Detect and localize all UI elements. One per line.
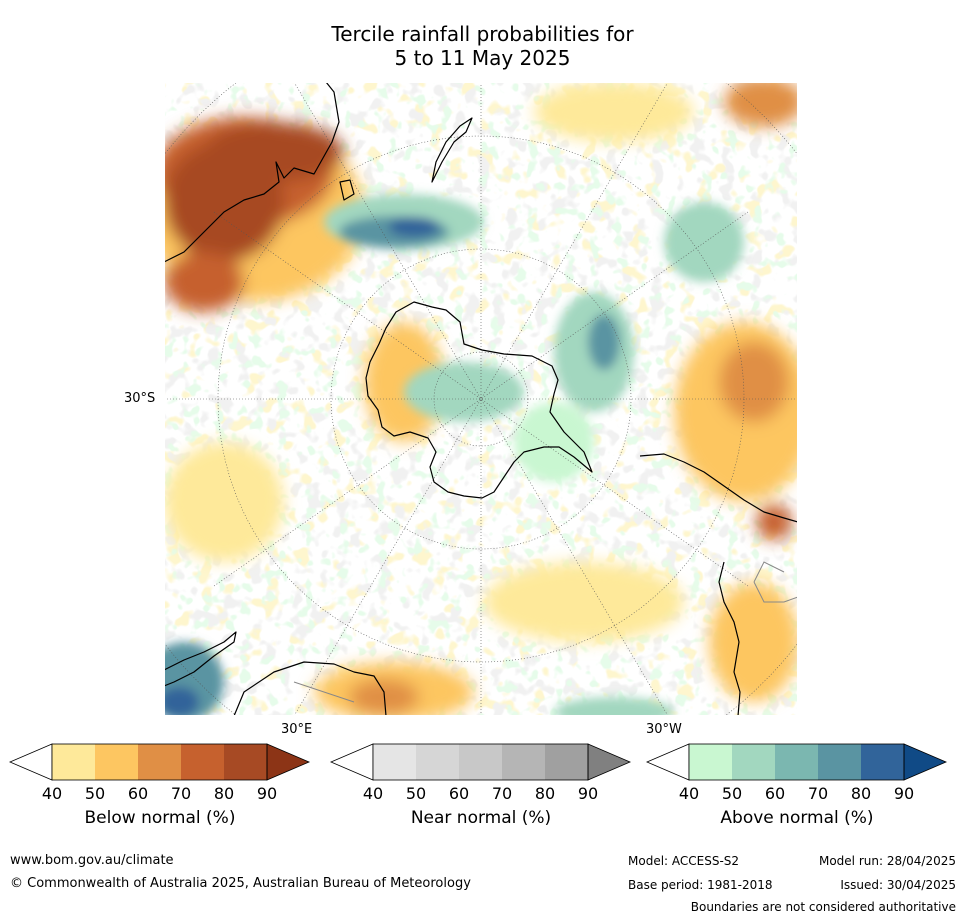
colorbar-segment bbox=[545, 744, 588, 780]
lat-label-30s: 30°S bbox=[124, 391, 156, 406]
africa-tip-outline bbox=[164, 631, 237, 687]
colorbar-segment bbox=[95, 744, 138, 780]
rainfall-probability-map bbox=[164, 82, 798, 716]
colorbar-min-extend bbox=[8, 743, 53, 781]
colorbar-segment bbox=[224, 744, 267, 780]
country-borders bbox=[293, 561, 798, 703]
lon-label-30w: 30°W bbox=[646, 722, 682, 737]
model-run-text: Model run: 28/04/2025 bbox=[818, 854, 956, 868]
africa-outline bbox=[233, 661, 387, 716]
tasmania-outline bbox=[339, 179, 355, 201]
graticule bbox=[164, 82, 798, 716]
colorbar-segment bbox=[818, 744, 861, 780]
colorbar-tick-label: 70 bbox=[492, 784, 512, 803]
colorbar-tick-label: 40 bbox=[363, 784, 383, 803]
colorbar-tick-label: 90 bbox=[257, 784, 277, 803]
colorbar-segment bbox=[181, 744, 224, 780]
colorbar-max-extend bbox=[587, 743, 632, 781]
below-normal-colorbar: 40 50 60 70 80 90 bbox=[8, 743, 311, 803]
colorbar-tick-label: 60 bbox=[128, 784, 148, 803]
colorbar-segment bbox=[502, 744, 545, 780]
colorbar-tick-label: 50 bbox=[406, 784, 426, 803]
colorbar-tick-label: 80 bbox=[214, 784, 234, 803]
issued-text: Issued: 30/04/2025 bbox=[840, 878, 956, 892]
below-normal-title: Below normal (%) bbox=[84, 808, 236, 828]
colorbar-tick-label: 60 bbox=[765, 784, 785, 803]
colorbar-segment bbox=[138, 744, 181, 780]
colorbar-tick-label: 90 bbox=[578, 784, 598, 803]
disclaimer-text: Boundaries are not considered authoritat… bbox=[690, 900, 956, 914]
colorbar-segment bbox=[459, 744, 502, 780]
colorbar-segment bbox=[775, 744, 818, 780]
colorbar-max-extend bbox=[903, 743, 948, 781]
copyright-text: © Commonwealth of Australia 2025, Austra… bbox=[10, 876, 471, 891]
colorbar-min-extend bbox=[645, 743, 690, 781]
colorbar-max-extend bbox=[266, 743, 311, 781]
above-normal-title: Above normal (%) bbox=[720, 808, 874, 828]
colorbar-segment bbox=[373, 744, 416, 780]
map-title-line2: 5 to 11 May 2025 bbox=[394, 46, 571, 70]
colorbar-segment bbox=[689, 744, 732, 780]
colorbar-tick-label: 80 bbox=[535, 784, 555, 803]
colorbar-svg: 40 50 60 70 80 90 bbox=[329, 743, 632, 803]
near-normal-colorbar: 40 50 60 70 80 90 bbox=[329, 743, 632, 803]
colorbar-svg: 40 50 60 70 80 90 bbox=[8, 743, 311, 803]
base-period-text: Base period: 1981-2018 bbox=[628, 878, 773, 892]
model-text: Model: ACCESS-S2 bbox=[628, 854, 740, 868]
colorbar-segment bbox=[861, 744, 904, 780]
colorbar-tick-label: 70 bbox=[808, 784, 828, 803]
colorbar-tick-label: 50 bbox=[85, 784, 105, 803]
coastlines bbox=[164, 82, 798, 716]
lon-label-30e: 30°E bbox=[281, 722, 313, 737]
colorbar-min-extend bbox=[329, 743, 374, 781]
near-normal-title: Near normal (%) bbox=[410, 808, 552, 828]
colorbar-tick-label: 40 bbox=[679, 784, 699, 803]
colorbar-tick-label: 80 bbox=[851, 784, 871, 803]
colorbar-tick-label: 70 bbox=[171, 784, 191, 803]
colorbar-tick-label: 40 bbox=[42, 784, 62, 803]
south-america-outline bbox=[639, 453, 798, 716]
map-title-line1: Tercile rainfall probabilities for bbox=[331, 22, 634, 46]
website-text: www.bom.gov.au/climate bbox=[10, 853, 174, 868]
colorbar-segment bbox=[52, 744, 95, 780]
colorbar-segment bbox=[416, 744, 459, 780]
new-zealand-outline bbox=[431, 117, 473, 183]
australia-outline bbox=[164, 82, 340, 263]
below-normal-patches bbox=[164, 82, 798, 716]
antarctica-outline bbox=[365, 301, 593, 499]
colorbar-segment bbox=[732, 744, 775, 780]
above-normal-colorbar: 40 50 60 70 80 90 bbox=[645, 743, 948, 803]
colorbar-tick-label: 90 bbox=[894, 784, 914, 803]
colorbar-tick-label: 50 bbox=[722, 784, 742, 803]
colorbar-tick-label: 60 bbox=[449, 784, 469, 803]
colorbar-svg: 40 50 60 70 80 90 bbox=[645, 743, 948, 803]
